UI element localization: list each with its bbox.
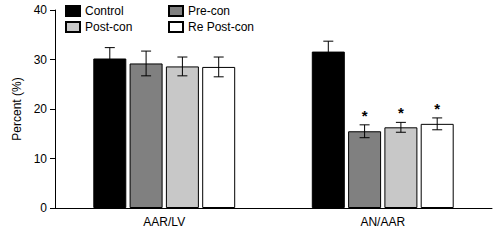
svg-text:Percent (%): Percent (%)	[10, 77, 24, 140]
svg-text:Re Post-con: Re Post-con	[188, 20, 254, 34]
svg-text:30: 30	[34, 53, 48, 67]
svg-text:AAR/LV: AAR/LV	[143, 215, 185, 229]
svg-text:10: 10	[34, 152, 48, 166]
svg-text:0: 0	[40, 201, 47, 215]
svg-text:*: *	[434, 100, 440, 117]
svg-text:*: *	[398, 104, 404, 121]
svg-text:Pre-con: Pre-con	[188, 4, 230, 18]
svg-text:*: *	[362, 107, 368, 124]
svg-text:Post-con: Post-con	[85, 20, 132, 34]
svg-text:40: 40	[34, 3, 48, 17]
svg-text:20: 20	[34, 102, 48, 116]
svg-text:Control: Control	[85, 4, 124, 18]
svg-text:AN/AAR: AN/AAR	[360, 215, 405, 229]
